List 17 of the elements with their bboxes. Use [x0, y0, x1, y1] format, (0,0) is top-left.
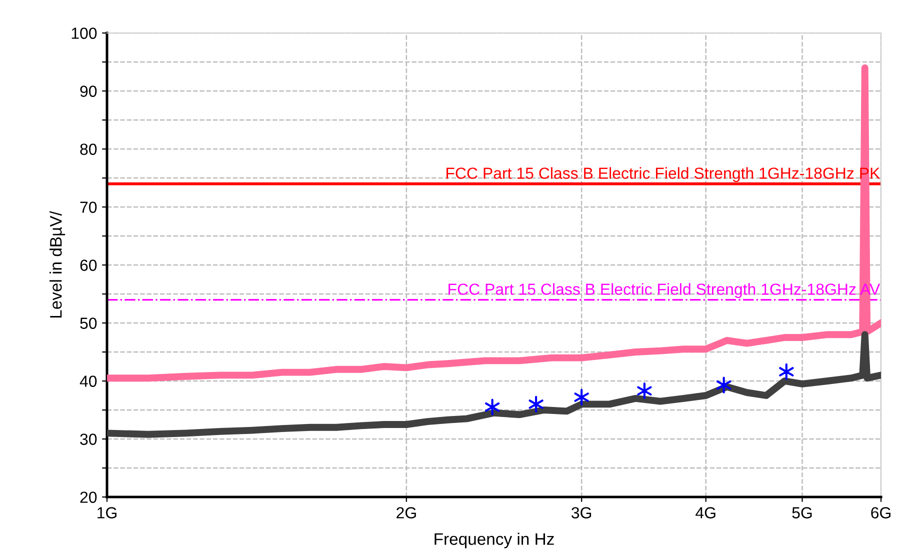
x-tick-label: 4G — [696, 507, 716, 518]
x-tick-label: 3G — [572, 507, 592, 518]
x-axis-title: Frequency in Hz — [434, 532, 554, 548]
x-tick-label: 6G — [871, 507, 890, 518]
y-tick-label: 80 — [80, 144, 97, 155]
y-tick-label: 90 — [80, 86, 97, 97]
x-tick-label: 2G — [396, 507, 416, 518]
y-tick-label: 30 — [80, 434, 97, 445]
y-tick-label: 70 — [80, 202, 97, 213]
y-tick-label: 20 — [80, 492, 97, 503]
y-tick-label: 60 — [80, 260, 97, 271]
y-tick-label: 50 — [80, 318, 97, 329]
y-tick-label: 40 — [80, 376, 97, 387]
y-axis-title: Level in dBµV/ — [50, 211, 66, 318]
x-tick-label: 1G — [98, 507, 116, 518]
y-tick-label: 100 — [72, 28, 97, 39]
x-tick-label: 5G — [792, 507, 812, 518]
